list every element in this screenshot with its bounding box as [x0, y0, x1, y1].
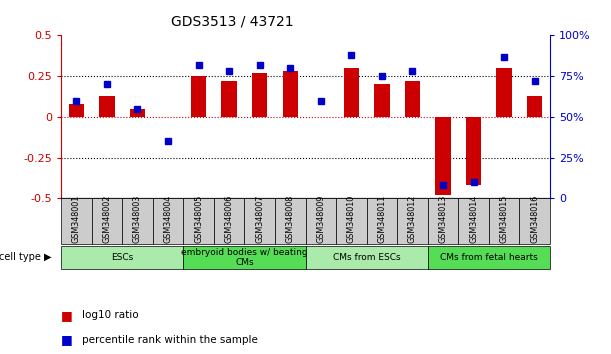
Text: CMs from fetal hearts: CMs from fetal hearts — [440, 253, 538, 262]
Text: GDS3513 / 43721: GDS3513 / 43721 — [171, 14, 293, 28]
Text: embryoid bodies w/ beating
CMs: embryoid bodies w/ beating CMs — [181, 248, 308, 267]
Bar — [435, 117, 450, 195]
Bar — [282, 71, 298, 117]
Bar — [221, 81, 237, 117]
Bar — [343, 68, 359, 117]
Bar — [428, 246, 550, 269]
Bar — [61, 246, 183, 269]
Text: GSM348007: GSM348007 — [255, 194, 264, 243]
Bar — [275, 198, 306, 244]
Text: CMs from ESCs: CMs from ESCs — [333, 253, 400, 262]
Text: ■: ■ — [61, 333, 73, 346]
Text: GSM348011: GSM348011 — [378, 195, 386, 243]
Text: ESCs: ESCs — [111, 253, 133, 262]
Text: GSM348006: GSM348006 — [225, 195, 233, 243]
Bar — [130, 109, 145, 117]
Bar — [61, 198, 92, 244]
Bar — [252, 73, 268, 117]
Bar — [404, 81, 420, 117]
Bar — [214, 198, 244, 244]
Bar — [183, 198, 214, 244]
Text: GSM348008: GSM348008 — [286, 195, 295, 243]
Text: GSM348004: GSM348004 — [164, 195, 172, 243]
Text: GSM348003: GSM348003 — [133, 195, 142, 243]
Text: log10 ratio: log10 ratio — [82, 310, 139, 320]
Text: GSM348013: GSM348013 — [439, 195, 447, 243]
Bar — [191, 76, 207, 117]
Text: GSM348001: GSM348001 — [72, 195, 81, 243]
Bar — [397, 198, 428, 244]
Text: GSM348009: GSM348009 — [316, 194, 325, 243]
Text: percentile rank within the sample: percentile rank within the sample — [82, 335, 258, 345]
Text: GSM348002: GSM348002 — [103, 194, 111, 243]
Bar — [489, 198, 519, 244]
Bar — [183, 246, 306, 269]
Bar — [306, 198, 336, 244]
Bar — [466, 117, 481, 185]
Bar — [153, 198, 183, 244]
Text: cell type ▶: cell type ▶ — [0, 252, 52, 262]
Text: GSM348014: GSM348014 — [469, 195, 478, 243]
Bar — [519, 198, 550, 244]
Text: GSM348010: GSM348010 — [347, 195, 356, 243]
Bar — [244, 198, 275, 244]
Bar — [336, 198, 367, 244]
Bar — [122, 198, 153, 244]
Bar — [367, 198, 397, 244]
Bar — [374, 84, 390, 117]
Text: GSM348005: GSM348005 — [194, 194, 203, 243]
Bar — [99, 96, 115, 117]
Text: GSM348012: GSM348012 — [408, 194, 417, 243]
Bar — [68, 104, 84, 117]
Bar — [306, 246, 428, 269]
Text: GSM348016: GSM348016 — [530, 195, 539, 243]
Text: ■: ■ — [61, 309, 73, 321]
Text: GSM348015: GSM348015 — [500, 194, 508, 243]
Bar — [428, 198, 458, 244]
Bar — [92, 198, 122, 244]
Bar — [496, 68, 511, 117]
Bar — [458, 198, 489, 244]
Bar — [527, 96, 543, 117]
